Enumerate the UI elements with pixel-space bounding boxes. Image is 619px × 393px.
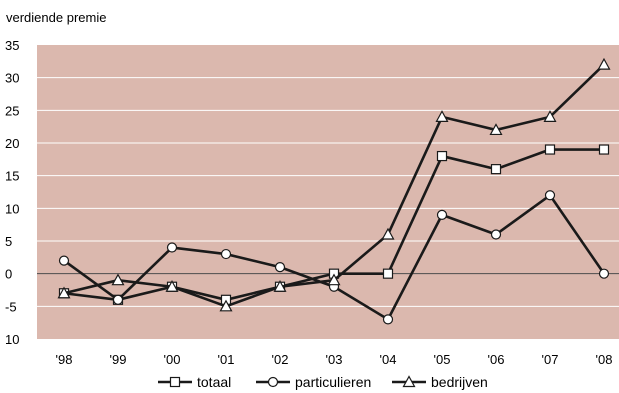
data-point — [219, 299, 233, 312]
plot-area — [37, 45, 619, 339]
y-tick-label: 35 — [5, 38, 19, 53]
data-point — [273, 279, 287, 292]
data-point — [490, 229, 502, 240]
data-point — [598, 268, 610, 279]
x-tick-label: '04 — [380, 352, 397, 367]
gridlines — [37, 77, 619, 307]
data-point — [220, 248, 232, 260]
data-point — [382, 314, 394, 325]
x-tick-label: '02 — [272, 352, 289, 367]
data-point — [381, 227, 395, 240]
data-point — [544, 190, 556, 201]
x-tick-label: '03 — [326, 352, 343, 367]
legend-item-bedrijven: bedrijven — [392, 374, 488, 390]
data-point — [166, 242, 178, 253]
y-tick-label: -5 — [5, 299, 17, 314]
x-tick-label: '05 — [434, 352, 451, 367]
data-point — [112, 294, 124, 305]
y-axis: 35 30 25 20 15 10 5 0 -5 10 — [5, 38, 19, 347]
data-point — [544, 144, 556, 155]
y-tick-label: 10 — [5, 201, 19, 216]
x-tick-label: '99 — [110, 352, 127, 367]
y-tick-label: 5 — [5, 234, 12, 249]
data-point — [111, 273, 125, 286]
legend-label: bedrijven — [431, 374, 488, 390]
data-point — [274, 262, 286, 273]
data-point — [382, 268, 394, 279]
x-tick-label: '06 — [488, 352, 505, 367]
y-tick-label: 15 — [5, 169, 19, 184]
data-point — [490, 164, 502, 175]
x-tick-label: '98 — [56, 352, 73, 367]
legend-label: particulieren — [295, 374, 371, 390]
x-axis: '98 '99 '00 '01 '02 '03 '04 '05 '06 '07 '08 — [56, 352, 613, 367]
legend-marker — [267, 376, 279, 388]
data-point — [436, 209, 448, 220]
series-layer — [57, 57, 611, 325]
x-tick-label: '01 — [218, 352, 235, 367]
y-tick-label: 25 — [5, 103, 19, 118]
data-point — [58, 255, 70, 266]
legend-marker — [402, 375, 416, 388]
data-point — [435, 110, 449, 122]
y-tick-label: 30 — [5, 71, 19, 86]
x-tick-label: '00 — [164, 352, 181, 367]
x-tick-label: '07 — [542, 352, 559, 367]
data-point — [543, 110, 557, 122]
y-axis-label: verdiende premie — [6, 10, 106, 25]
legend-marker — [169, 376, 181, 388]
data-point — [436, 150, 448, 162]
legend-label: totaal — [197, 374, 231, 390]
y-tick-label: 20 — [5, 136, 19, 151]
data-point — [57, 286, 71, 299]
y-tick-label: 10 — [5, 332, 19, 347]
x-tick-label: '08 — [596, 352, 613, 367]
series-bedrijven — [57, 57, 611, 312]
data-point — [327, 273, 341, 286]
legend-item-particulieren: particulieren — [256, 374, 371, 390]
y-tick-label: 0 — [5, 267, 12, 282]
legend: totaal particulieren bedrijven — [158, 374, 488, 390]
data-point — [598, 144, 610, 155]
data-point — [489, 123, 503, 136]
legend-item-totaal: totaal — [158, 374, 231, 390]
data-point — [597, 57, 611, 70]
data-point — [165, 279, 179, 292]
